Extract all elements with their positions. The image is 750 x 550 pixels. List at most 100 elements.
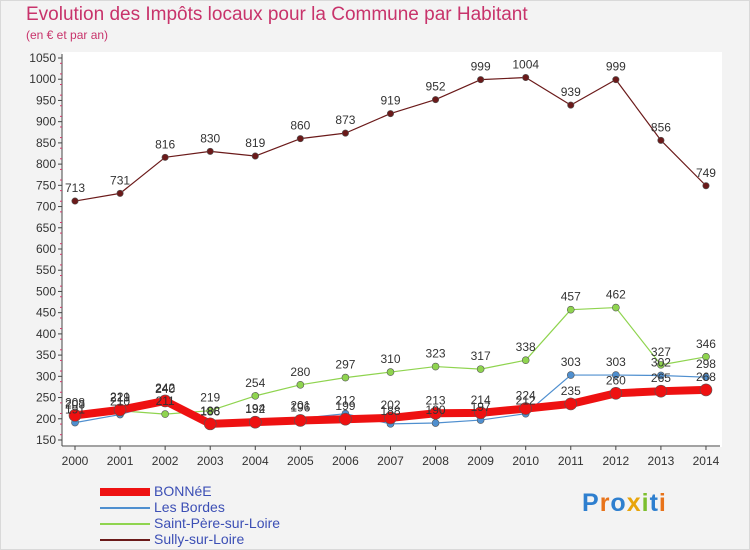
data-point-0 [609, 387, 623, 400]
data-point-3 [567, 101, 575, 109]
chart-subtitle: (en € et par an) [26, 28, 109, 42]
data-label: 201 [290, 398, 310, 412]
data-label: 211 [156, 394, 175, 408]
data-point-3 [657, 136, 665, 144]
data-point-3 [432, 96, 440, 104]
logo-letter: t [649, 489, 659, 517]
data-point-2 [566, 305, 575, 314]
data-label: 338 [516, 340, 536, 354]
data-point-2 [476, 365, 485, 373]
x-tick-label: 2001 [107, 454, 134, 468]
data-label: 713 [65, 181, 85, 195]
data-point-2 [296, 381, 305, 389]
data-point-0 [294, 414, 307, 427]
data-label: 214 [471, 393, 491, 407]
data-point-0 [429, 406, 442, 420]
logo-letter: r [599, 489, 611, 517]
x-tick-label: 2006 [332, 454, 359, 468]
data-point-3 [206, 147, 214, 155]
y-tick-label: 250 [36, 391, 56, 405]
data-point-1 [657, 371, 665, 380]
data-label: 202 [380, 398, 400, 412]
data-label: 280 [290, 365, 310, 379]
data-point-0 [654, 384, 668, 398]
x-tick-label: 2002 [152, 454, 179, 468]
y-tick-label: 850 [36, 136, 56, 150]
data-point-3 [477, 76, 485, 84]
x-tick-label: 2013 [648, 454, 675, 468]
data-label: 830 [200, 131, 220, 145]
data-label: 1004 [512, 58, 539, 72]
data-label: 224 [516, 389, 536, 403]
data-label: 856 [651, 120, 671, 134]
data-point-3 [296, 135, 304, 143]
data-label: 999 [606, 60, 626, 74]
data-label: 212 [516, 394, 536, 408]
data-point-0 [339, 412, 352, 426]
data-label: 952 [426, 80, 446, 94]
data-label: 213 [426, 393, 446, 407]
data-point-2 [386, 368, 395, 376]
data-label: 303 [606, 355, 626, 369]
data-point-3 [116, 189, 124, 197]
y-tick-label: 200 [36, 412, 56, 426]
data-label: 254 [245, 376, 265, 390]
data-label: 819 [245, 136, 265, 150]
data-point-0 [564, 397, 578, 411]
y-tick-label: 450 [36, 306, 56, 320]
data-point-0 [519, 402, 533, 415]
legend-swatch-sully [100, 539, 150, 541]
data-label: 268 [696, 370, 716, 384]
x-tick-label: 2004 [242, 454, 269, 468]
data-label: 265 [651, 371, 671, 385]
x-tick-label: 2012 [602, 454, 629, 468]
data-point-2 [161, 410, 169, 418]
data-label: 186 [200, 405, 220, 419]
x-tick-label: 2009 [467, 454, 494, 468]
proxiti-logo: Proxiti [582, 489, 667, 518]
data-label: 327 [651, 345, 671, 359]
data-label: 190 [426, 403, 446, 417]
data-point-0 [699, 383, 713, 397]
y-tick-label: 800 [36, 157, 56, 171]
data-label: 346 [696, 337, 716, 351]
data-point-1 [566, 371, 575, 379]
data-point-3 [71, 197, 79, 205]
logo-letter: i [641, 489, 650, 517]
data-label: 323 [426, 347, 446, 361]
y-tick-label: 1050 [29, 51, 56, 65]
data-label: 310 [380, 352, 400, 366]
data-point-1 [702, 373, 710, 381]
x-tick-label: 2011 [558, 454, 584, 468]
data-point-2 [521, 356, 530, 365]
data-label: 199 [335, 399, 355, 413]
data-label: 457 [561, 290, 581, 304]
data-label: 999 [471, 60, 491, 74]
logo-letter: x [626, 489, 642, 517]
data-point-0 [158, 394, 172, 408]
data-point-3 [161, 153, 169, 161]
data-label: 188 [200, 404, 220, 418]
x-tick-label: 2014 [693, 454, 720, 468]
y-tick-label: 750 [36, 178, 56, 192]
data-label: 194 [245, 401, 265, 415]
x-tick-label: 2008 [422, 454, 449, 468]
data-label: 192 [245, 402, 265, 416]
data-label: 196 [290, 400, 310, 414]
data-label: 188 [380, 404, 400, 418]
data-point-2 [702, 353, 710, 361]
data-point-1 [612, 371, 620, 379]
y-tick-label: 650 [36, 221, 56, 235]
data-point-0 [113, 403, 127, 417]
data-point-2 [431, 362, 440, 371]
y-tick-label: 950 [36, 93, 56, 107]
data-label: 208 [65, 395, 85, 409]
legend-swatch-les-bordes [100, 507, 150, 509]
data-point-2 [251, 392, 260, 400]
data-point-3 [251, 152, 259, 160]
y-tick-label: 1000 [29, 72, 56, 86]
data-label: 462 [606, 288, 626, 302]
data-label: 191 [65, 403, 85, 417]
data-label: 303 [561, 355, 581, 369]
